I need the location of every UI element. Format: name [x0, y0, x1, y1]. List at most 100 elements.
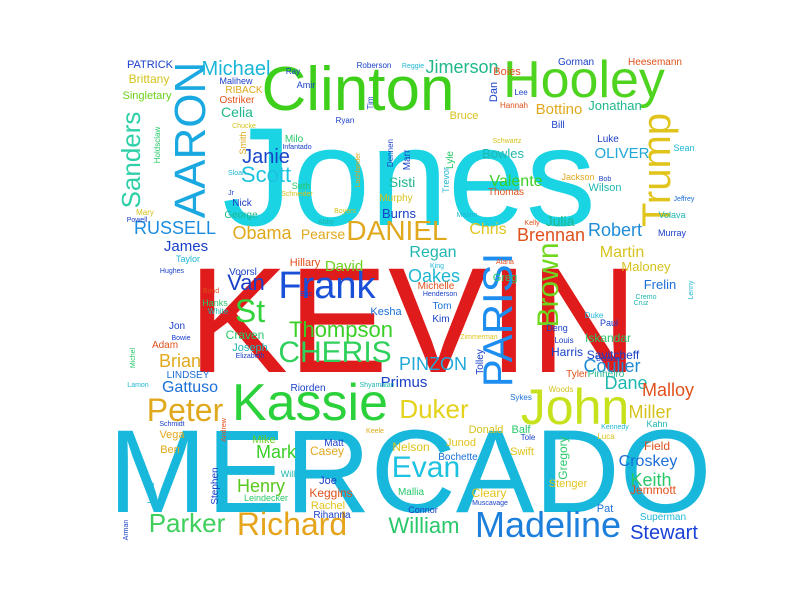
word-sykes: Sykes [510, 393, 532, 402]
word-tim: Tim [366, 96, 375, 109]
word-roberson: Roberson [357, 61, 392, 70]
word-regan: Regan [409, 244, 456, 261]
word-shyamalan: Shyamalan [359, 382, 394, 389]
word-benson: Benson [596, 356, 620, 363]
word-robert: Robert [588, 220, 642, 240]
word-greg: Greg [493, 272, 517, 284]
word-sisti: Sisti [389, 174, 415, 190]
word-savitcheff: Savitcheff [587, 348, 640, 362]
word-alaria: Alaria [496, 259, 514, 266]
word-stephen: Stephen [210, 467, 221, 504]
word-luke: Luke [597, 134, 619, 145]
word-parker: Parker [149, 508, 226, 538]
word-pinzon: PINZON [399, 354, 467, 374]
word-trevor: Trevor [441, 167, 451, 193]
word-duker: Duker [399, 394, 469, 424]
word-miller: Miller [629, 402, 672, 422]
word-leindecker: Leindecker [244, 493, 288, 503]
word-jemmott: Jemmott [630, 483, 677, 497]
word-henry: Henry [237, 476, 285, 496]
word-mark: Mark [256, 442, 297, 462]
word-cruz: Cruz [634, 300, 649, 307]
word-dan: Dan [488, 82, 500, 102]
word-brittany: Brittany [129, 72, 170, 86]
word-hooley: Hooley [503, 51, 665, 109]
word-louis: Louis [554, 336, 573, 345]
word-kahn: Kahn [646, 419, 667, 429]
word-lachlander: Lachlander [355, 152, 362, 187]
word-oliver: OLIVER [594, 145, 649, 162]
word-voorsl: Voorsl [229, 267, 257, 278]
word-smith: Smith [238, 131, 248, 154]
word-tolley: Tolley [475, 349, 486, 375]
word-marr: Marr [402, 149, 413, 170]
word-hanks: Hanks [202, 298, 228, 308]
word-taylor: Taylor [176, 254, 200, 264]
word-burns: Burns [382, 206, 416, 221]
word-cheris: CHERIS [278, 336, 391, 369]
word-white: White [208, 307, 229, 316]
word-gorman: Gorman [558, 57, 594, 68]
word-thomas: Thomas [488, 187, 524, 198]
word-reggie: Reggie [402, 63, 424, 70]
word-clinton: Clinton [262, 55, 455, 124]
word-daniel: DANIEL [346, 215, 447, 246]
word-andrew: Andrew [221, 417, 228, 442]
word-stenger: Stenger [549, 478, 588, 490]
word-lyle: Lyle [445, 151, 456, 169]
word-isaac: Isaac [146, 482, 156, 504]
word-adam: Adam [152, 340, 178, 351]
word-bill: Bill [551, 120, 564, 131]
word-trump: Trump [635, 113, 679, 227]
word-patrick: PATRICK [127, 59, 174, 71]
word-bond: Bond [203, 288, 219, 295]
word-boyers: Boyers [334, 208, 356, 215]
word-tole: Tole [521, 433, 536, 442]
word-jackson: Jackson [561, 172, 594, 182]
word-thompson: Thompson [289, 317, 393, 342]
word-donald: Donald [469, 424, 504, 436]
word-deng: Deng [546, 323, 568, 333]
word-aaron: AARON [166, 62, 215, 218]
word-riorden: Riorden [290, 383, 325, 394]
word-craven: Craven [226, 328, 265, 342]
word-dane: Dane [604, 373, 647, 393]
word-schmidt: Schmidt [159, 421, 184, 428]
word-george: George [224, 210, 258, 221]
word-celia: Celia [221, 104, 253, 120]
word-primus: Primus [381, 374, 428, 391]
word-mallia: Mallia [398, 487, 425, 498]
word-croskey: Croskey [619, 453, 678, 470]
word-superman: Superman [640, 512, 686, 523]
word-russell: RUSSELL [134, 218, 216, 238]
word-peter: Peter [147, 392, 224, 428]
word-hillary: Hillary [290, 257, 321, 269]
word-joseph: Joseph [232, 342, 267, 354]
word-chucke: Chucke [232, 123, 256, 130]
word-jr: Jr [228, 190, 235, 197]
word-sanders: Sanders [116, 112, 146, 209]
word-singletary: Singletary [123, 90, 172, 102]
word-hannah: Hannah [500, 101, 528, 110]
word-kassie: Kassie [232, 374, 388, 432]
word-riback: RIBACK [225, 85, 263, 96]
word-bob: Bob [599, 176, 612, 183]
word-milo: Milo [285, 134, 304, 145]
word-cleary: Cleary [472, 486, 507, 500]
word-van: Van [227, 270, 265, 295]
word-bottino: Bottino [536, 101, 583, 118]
word-mike: Mike [252, 434, 275, 446]
word-tyler: Tyler [566, 369, 588, 380]
word-parisi: PARISI [474, 253, 521, 388]
word-janie: Janie [242, 146, 290, 168]
word-kevin: KEVIN [188, 236, 638, 404]
word-field: Field [644, 439, 670, 453]
word-schwartz: Schwartz [493, 138, 522, 145]
word-duke: Duke [585, 311, 604, 320]
word-paul: Paul [600, 318, 618, 328]
word-jon: Jon [169, 321, 185, 332]
word-st: St [235, 293, 265, 329]
word-woods: Woods [549, 385, 574, 394]
word-frelin: Frelin [644, 277, 677, 292]
word-michelle: Michelle [418, 281, 455, 292]
